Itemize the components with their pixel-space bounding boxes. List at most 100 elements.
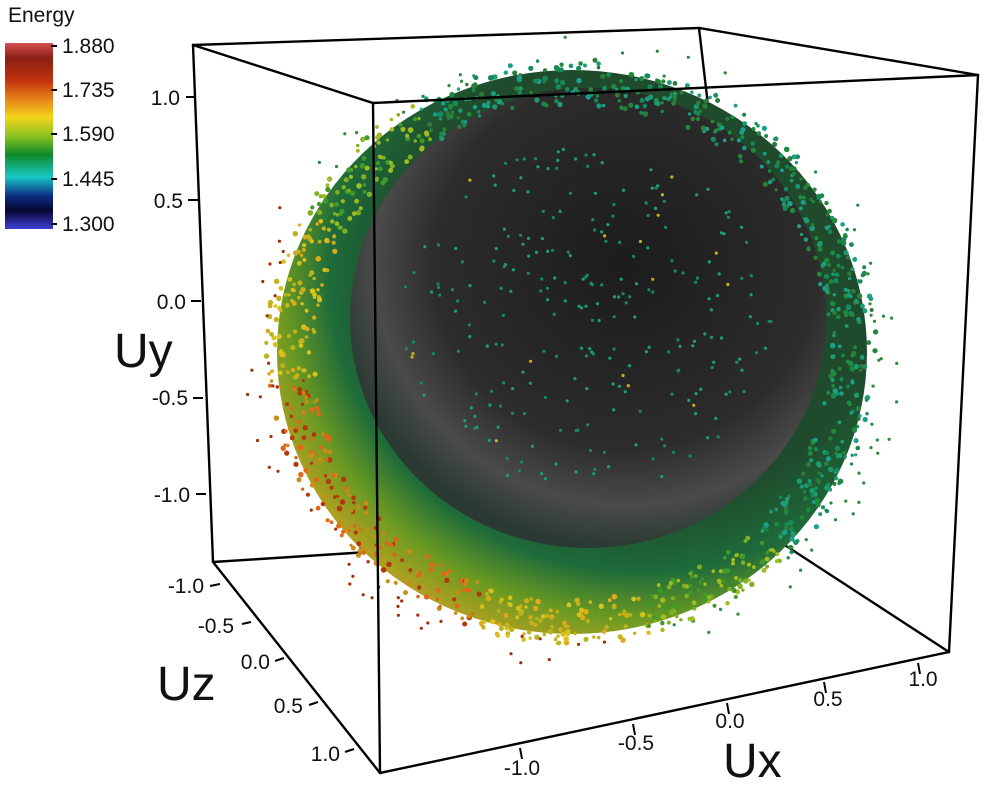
scatter-point (292, 231, 298, 237)
scatter-point (489, 588, 494, 594)
scatter-point (479, 604, 485, 609)
scatter-point (546, 249, 550, 253)
scatter-point (710, 119, 715, 124)
scatter-point (666, 584, 672, 590)
scatter-point (781, 202, 786, 207)
scatter-point (515, 158, 519, 162)
scatter-point (403, 590, 408, 596)
scatter-point (426, 621, 430, 625)
scatter-point (862, 481, 866, 485)
x-tick-label: 1.0 (908, 668, 937, 691)
scatter-point (311, 315, 317, 320)
scatter-point (639, 97, 645, 103)
scatter-point (671, 101, 676, 106)
scatter-point (343, 177, 349, 183)
scatter-point (366, 560, 370, 564)
scatter-point (336, 494, 340, 498)
scatter-point (789, 536, 795, 542)
scatter-point (467, 323, 471, 327)
scatter-point (499, 286, 503, 290)
scatter-point (456, 349, 461, 353)
scatter-point (612, 408, 616, 412)
scatter-point (526, 236, 531, 240)
scatter-point (672, 623, 676, 627)
scatter-point (791, 171, 797, 176)
scatter-point (654, 186, 658, 190)
scatter-point (532, 622, 538, 628)
scatter-point (533, 78, 539, 84)
scatter-point (774, 188, 778, 192)
scatter-point (493, 183, 497, 187)
scatter-point (361, 174, 367, 180)
scatter-point (780, 168, 784, 173)
scatter-point (460, 260, 464, 264)
scatter-point (742, 145, 747, 151)
scatter-point (847, 402, 852, 407)
scatter-point (836, 263, 841, 268)
scatter-point (291, 385, 296, 389)
scatter-point (419, 626, 423, 630)
scatter-point (805, 182, 810, 188)
scatter-point (316, 201, 322, 207)
scatter-point (416, 594, 420, 599)
scatter-point (486, 100, 491, 105)
scatter-point (416, 585, 422, 590)
scatter-point (834, 476, 839, 481)
scatter-point (749, 581, 755, 587)
scatter-point (286, 443, 290, 448)
scatter-point (422, 393, 426, 397)
scatter-point (382, 177, 388, 183)
scatter-point (351, 211, 357, 217)
scatter-point (778, 559, 782, 563)
scatter-point (742, 389, 746, 394)
scatter-point (827, 224, 831, 228)
scatter-point (834, 467, 840, 473)
scatter-point (331, 240, 336, 245)
scatter-point (622, 609, 627, 613)
scatter-point (825, 456, 832, 462)
scatter-point (573, 632, 577, 636)
scatter-point (639, 76, 645, 82)
scatter-point (807, 246, 811, 250)
scatter-point (868, 302, 872, 306)
scatter-point (658, 84, 664, 90)
scatter-point (342, 228, 348, 234)
scatter-point (832, 388, 838, 394)
scatter-point (770, 548, 775, 552)
scatter-point (731, 115, 735, 120)
scatter-point (656, 213, 660, 217)
scatter-point (323, 199, 328, 204)
scatter-point (555, 354, 559, 358)
scatter-point (306, 374, 312, 379)
scatter-point (595, 94, 600, 98)
scatter-point (463, 578, 469, 584)
scatter-point (681, 583, 687, 589)
scatter-point (601, 629, 607, 634)
scatter-point (666, 620, 671, 625)
scatter-point (692, 339, 697, 343)
scatter-point (583, 609, 589, 615)
scatter-point (819, 193, 825, 199)
y-tick-label: 1.0 (151, 87, 180, 110)
scatter-point (852, 257, 858, 262)
scatter-point (595, 302, 600, 306)
scatter-point (715, 293, 720, 298)
scatter-point (301, 248, 306, 252)
scatter-point (813, 447, 819, 452)
scatter-point (676, 338, 680, 342)
scatter-point (479, 92, 484, 97)
scatter-point (869, 446, 873, 450)
scatter-point (296, 260, 302, 266)
scatter-point (332, 212, 337, 216)
scatter-point (402, 110, 406, 114)
scatter-point (388, 160, 393, 165)
scatter-point (618, 240, 622, 244)
scatter-point (634, 104, 640, 110)
scatter-point (300, 286, 306, 293)
scatter-point (296, 366, 302, 371)
scatter-point (436, 243, 440, 247)
scatter-point (674, 614, 679, 619)
scatter-point (361, 137, 366, 142)
scatter-point (606, 72, 611, 78)
scatter-point (695, 116, 701, 122)
